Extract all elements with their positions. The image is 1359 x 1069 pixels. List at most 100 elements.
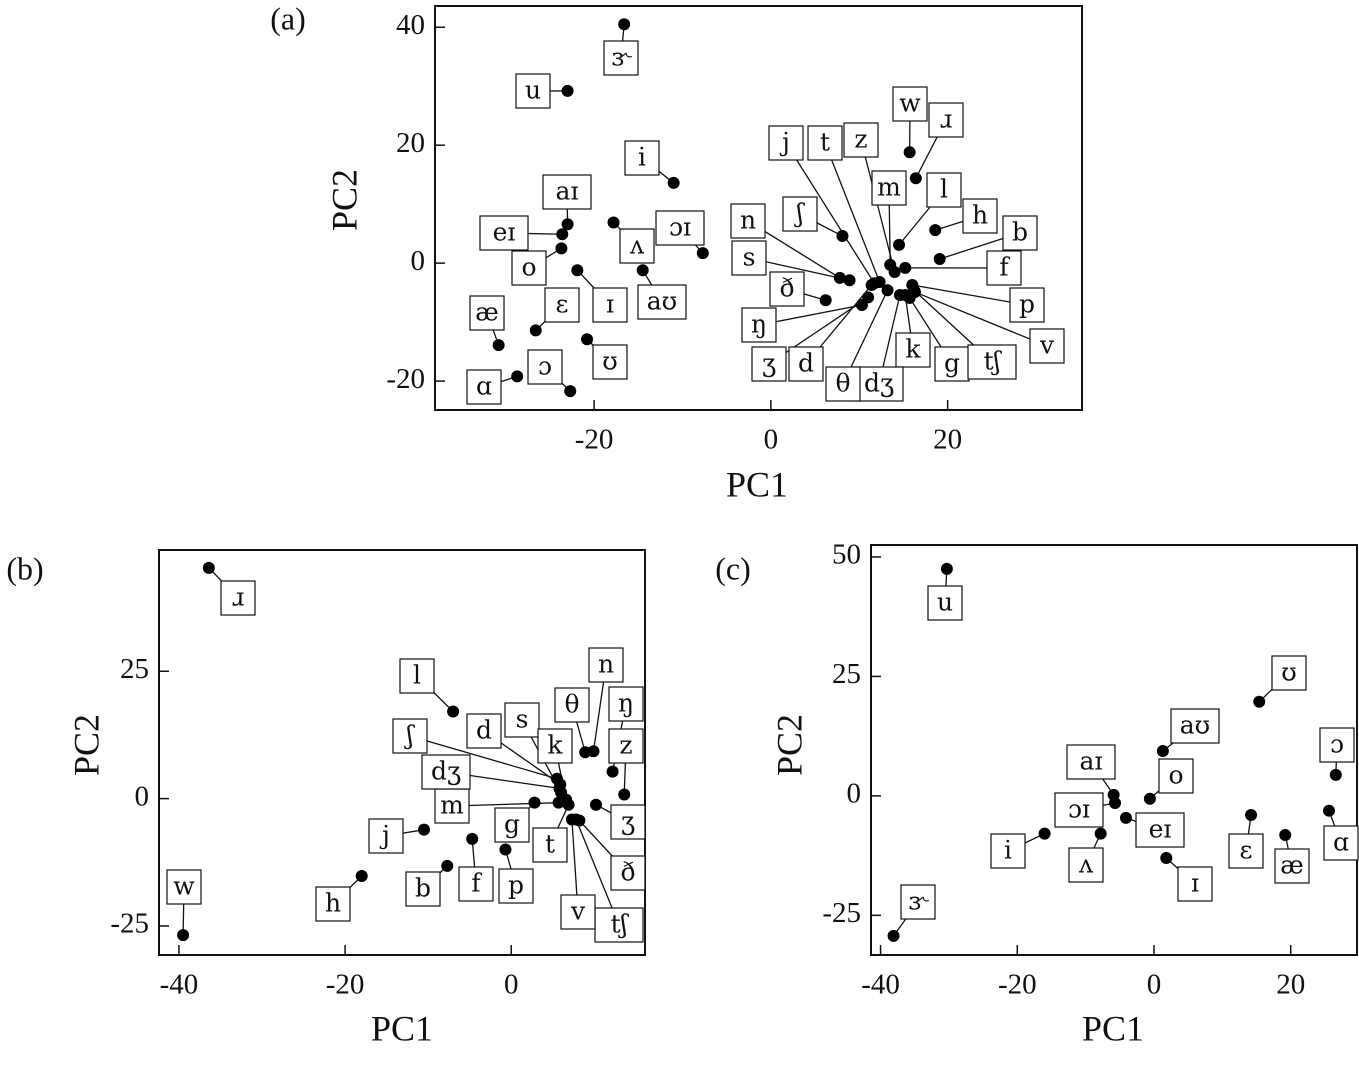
point [571,264,584,277]
panel-label: (c) [715,550,751,586]
label-box [392,718,428,754]
leader-line [914,291,1048,347]
label-box [900,884,936,920]
leader-line [451,802,559,807]
point-label: ʃ [404,721,416,750]
y-tick-label: 20 [396,127,425,159]
point-label: aʊ [1180,711,1210,740]
label-box [624,140,660,176]
point [587,745,600,758]
point-label: ɔ [538,352,552,381]
point-label: l [413,661,421,690]
point-label: d [476,716,492,745]
x-tick-label: -20 [998,969,1037,1001]
point-label: g [944,349,960,378]
point [589,798,602,811]
label-box [731,240,767,276]
point-label: ʊ [1281,658,1297,687]
label-box [927,585,963,621]
point-label: ɔ [1330,730,1344,759]
label-box [730,203,766,239]
label-box [788,346,824,382]
label-box [892,86,928,122]
point-label: ð [779,274,794,303]
point-label: s [743,243,756,272]
point-label: w [899,89,921,118]
point-label: ɪ [1191,869,1199,898]
point [1160,851,1173,864]
label-box [928,102,964,138]
point [881,284,894,297]
y-tick-label: -25 [822,897,861,929]
x-tick-label: 0 [504,969,519,1001]
point-label: ʌ [629,231,645,260]
point [529,324,542,337]
label-box [554,687,590,723]
label-box [1029,328,1065,364]
leader-lines [893,568,1342,937]
point-label: h [325,889,341,918]
x-axis-label: PC1 [1082,1008,1144,1048]
label-box [741,307,777,343]
point [492,339,505,352]
point-label: k [547,731,563,760]
label-box [479,215,529,251]
point-label: v [570,897,586,926]
point [607,216,620,229]
point-label: eɪ [493,218,516,247]
y-axis-label: PC2 [66,714,106,776]
y-tick-label: 25 [120,653,149,685]
point-label: k [905,335,921,364]
point-label: o [1168,761,1183,790]
point-label: dʒ [864,369,894,398]
label-box [469,295,505,331]
point [561,218,574,231]
x-tick-label: 20 [1276,969,1305,1001]
label-box [542,174,592,210]
point [1253,695,1266,708]
point-label: aʊ [647,287,677,316]
point-label: aɪ [556,177,579,206]
y-tick-label: 0 [847,778,862,810]
label-box [1002,215,1038,251]
label-box [592,344,628,380]
point [696,247,709,260]
point-label: j [779,128,790,157]
label-box [504,702,540,738]
label-box [588,647,624,683]
point [466,832,479,845]
point [355,870,368,883]
point-label: v [1039,331,1055,360]
point-label: f [999,253,1010,282]
label-box [610,804,646,840]
label-box [405,871,441,907]
y-axis-label: PC2 [324,169,364,231]
y-tick-label: 50 [832,539,861,571]
x-axis-label: PC1 [371,1008,433,1048]
point [819,294,832,307]
point-label: ɛ [556,290,569,319]
x-tick-label: 0 [1147,969,1162,1001]
point [893,238,906,251]
leader-line [912,284,1028,306]
label-box [990,833,1026,869]
label-box [1271,655,1307,691]
point-label: ɛ [1240,836,1253,865]
point [564,385,577,398]
point-label: ɪ [606,290,614,319]
point [1119,811,1132,824]
label-box [655,210,705,246]
point-label: s [516,705,529,734]
label-box [619,228,655,264]
point-label: ɔɪ [669,213,691,242]
label-box [511,250,547,286]
point-label: ɝ [908,887,929,916]
label-box [608,728,644,764]
point [418,823,431,836]
label-box [368,818,404,854]
point [865,278,878,291]
point-labels: u ʊ aʊ ɔ aɪ o ɔɪ ɑ eɪ ɛæ i ʌ ɪ ɝ [900,585,1359,920]
label-box [854,366,904,402]
point-label: tʃ [611,910,630,939]
point-label: tʃ [984,347,1003,376]
